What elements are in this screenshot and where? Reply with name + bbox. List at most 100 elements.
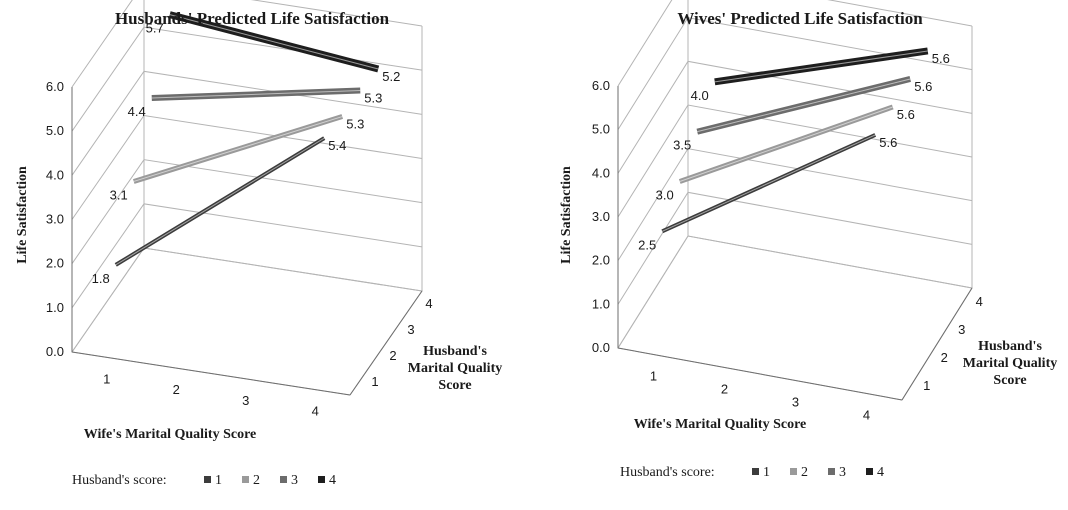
legend-swatch	[204, 476, 211, 483]
legend-label: 3	[839, 465, 846, 480]
z-tick-label: 4	[425, 296, 432, 311]
x-tick-label: 1	[650, 369, 657, 384]
x-tick-label: 4	[312, 404, 319, 419]
legend-label: 4	[329, 473, 336, 488]
gridline	[617, 0, 973, 87]
data-label-start: 3.1	[110, 187, 128, 202]
y-tick-label: 4.0	[592, 165, 610, 180]
chart-title: Wives' Predicted Life Satisfaction	[677, 9, 923, 28]
legend-swatch	[280, 476, 287, 483]
gridline	[71, 159, 423, 264]
legend-label: 2	[253, 473, 260, 488]
gridline	[71, 114, 423, 220]
y-tick-label: 2.0	[46, 256, 64, 271]
data-label-start: 5.7	[146, 21, 164, 36]
gridline	[71, 247, 423, 353]
floor-plane	[617, 235, 973, 401]
data-label-end: 5.6	[897, 107, 915, 122]
data-label-end: 5.3	[364, 91, 382, 106]
series-line-highlight-1	[662, 134, 876, 232]
x-tick-label: 1	[103, 371, 110, 386]
z-axis-title-line: Marital Quality	[963, 356, 1058, 371]
floor-plane	[71, 247, 423, 396]
series-line-highlight-2	[679, 106, 893, 182]
legend-swatch	[790, 468, 797, 475]
x-tick-label: 3	[242, 393, 249, 408]
legend-swatch	[752, 468, 759, 475]
legend-label: 4	[877, 465, 884, 480]
gridline	[617, 148, 973, 261]
x-axis-title: Wife's Marital Quality Score	[84, 427, 257, 442]
z-tick-label: 4	[976, 294, 983, 309]
legend-swatch	[242, 476, 249, 483]
y-axis-title: Life Satisfaction	[559, 166, 574, 264]
z-tick-label: 1	[371, 374, 378, 389]
z-axis-title-line: Score	[993, 373, 1026, 388]
data-label-end: 5.3	[346, 117, 364, 132]
z-tick-label: 1	[923, 378, 930, 393]
chart-title: Husbands' Predicted Life Satisfaction	[115, 9, 390, 28]
z-axis-title-line: Marital Quality	[408, 361, 503, 376]
legend-swatch	[866, 468, 873, 475]
y-tick-label: 1.0	[592, 296, 610, 311]
data-label-start: 2.5	[638, 237, 656, 252]
gridline	[617, 191, 973, 305]
data-label-start: 1.8	[92, 271, 110, 286]
data-label-start: 3.0	[656, 188, 674, 203]
data-label-end: 5.6	[932, 51, 950, 66]
gridline	[71, 0, 423, 88]
y-tick-label: 5.0	[592, 122, 610, 137]
y-tick-label: 0.0	[592, 340, 610, 355]
legend-label: 1	[763, 465, 770, 480]
legend-title: Husband's score:	[72, 473, 167, 488]
x-tick-label: 4	[863, 408, 870, 423]
gridline	[71, 203, 423, 309]
legend-title: Husband's score:	[620, 465, 715, 480]
y-tick-label: 1.0	[46, 300, 64, 315]
y-axis-title: Life Satisfaction	[15, 166, 30, 264]
x-tick-label: 3	[792, 395, 799, 410]
x-axis-title: Wife's Marital Quality Score	[634, 417, 807, 432]
legend-label: 2	[801, 465, 808, 480]
series-line-highlight-4	[169, 14, 379, 70]
series-line-highlight-4	[714, 50, 928, 83]
legend-swatch	[318, 476, 325, 483]
data-label-start: 4.4	[128, 104, 146, 119]
y-tick-label: 4.0	[46, 167, 64, 182]
legend-swatch	[828, 468, 835, 475]
series-line-highlight-3	[697, 78, 911, 133]
series-line-highlight-1	[115, 137, 325, 266]
series-line-highlight-2	[133, 116, 343, 182]
data-label-start: 4.0	[691, 88, 709, 103]
z-axis-line	[901, 287, 973, 401]
y-tick-label: 2.0	[592, 253, 610, 268]
z-tick-label: 3	[958, 322, 965, 337]
gridline	[617, 235, 973, 349]
chart-husbands: 0.01.02.03.04.05.06.0123412345.75.24.45.…	[15, 0, 502, 488]
chart-wives: 0.01.02.03.04.05.06.0123412344.05.63.55.…	[559, 0, 1057, 480]
gridline	[71, 26, 423, 132]
x-axis-line	[71, 351, 351, 396]
y-tick-label: 3.0	[46, 212, 64, 227]
legend-label: 1	[215, 473, 222, 488]
x-tick-label: 2	[721, 382, 728, 397]
y-tick-label: 3.0	[592, 209, 610, 224]
gridline	[71, 70, 423, 176]
z-axis-title-line: Husband's	[978, 339, 1042, 354]
z-tick-label: 2	[389, 348, 396, 363]
z-axis-title-line: Score	[438, 378, 471, 393]
series-line-highlight-3	[151, 90, 361, 99]
data-label-end: 5.4	[328, 138, 346, 153]
x-axis-line	[617, 347, 903, 401]
z-axis-title-line: Husband's	[423, 344, 487, 359]
y-tick-label: 5.0	[46, 123, 64, 138]
y-tick-label: 6.0	[46, 79, 64, 94]
data-label-end: 5.6	[914, 79, 932, 94]
data-label-end: 5.6	[879, 135, 897, 150]
z-tick-label: 2	[941, 350, 948, 365]
data-label-start: 3.5	[673, 138, 691, 153]
z-tick-label: 3	[407, 322, 414, 337]
z-axis-line	[349, 290, 423, 396]
y-tick-label: 6.0	[592, 78, 610, 93]
